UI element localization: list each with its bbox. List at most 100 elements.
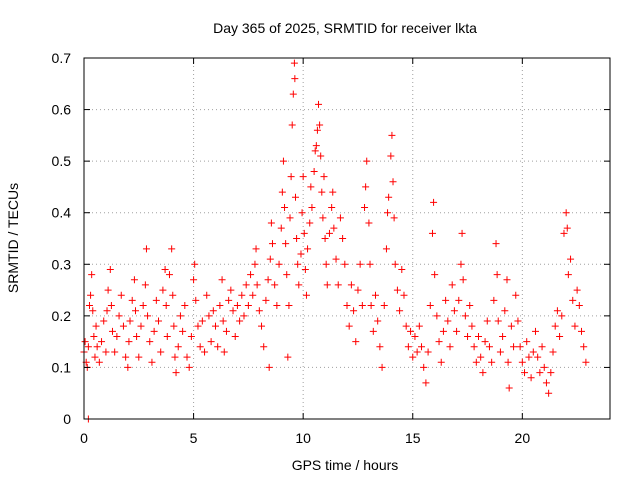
data-point — [567, 255, 575, 263]
data-point — [144, 312, 152, 320]
data-point — [91, 353, 99, 361]
data-point — [439, 327, 447, 335]
data-point — [510, 343, 518, 351]
data-point — [284, 353, 292, 361]
x-tick-label: 0 — [80, 430, 88, 446]
y-axis-label: SRMTID / TECUs — [5, 183, 21, 293]
data-point — [411, 332, 419, 340]
data-point — [435, 338, 443, 346]
data-point — [415, 322, 423, 330]
data-point — [313, 126, 321, 134]
data-point — [518, 358, 526, 366]
data-point — [483, 317, 491, 325]
data-point — [124, 363, 132, 371]
data-point — [457, 260, 465, 268]
y-tick-label: 0.6 — [52, 102, 72, 118]
data-point — [304, 245, 312, 253]
data-point — [264, 276, 272, 284]
data-point — [209, 307, 217, 315]
data-point — [176, 312, 184, 320]
data-point — [220, 348, 228, 356]
data-point — [222, 327, 230, 335]
data-point — [137, 322, 145, 330]
data-point — [312, 142, 320, 150]
data-point — [87, 291, 95, 299]
data-point — [549, 348, 557, 356]
data-point — [556, 332, 564, 340]
data-point — [126, 317, 134, 325]
data-point — [323, 281, 331, 289]
data-point — [291, 193, 299, 201]
data-point — [229, 307, 237, 315]
data-point — [563, 224, 571, 232]
data-point — [485, 343, 493, 351]
data-point — [285, 302, 293, 310]
data-point — [273, 302, 281, 310]
y-tick-label: 0.1 — [52, 359, 72, 375]
data-point — [219, 317, 227, 325]
data-point — [113, 332, 121, 340]
data-point — [291, 75, 299, 83]
data-point — [207, 338, 215, 346]
data-point — [278, 188, 286, 196]
data-point — [252, 245, 260, 253]
data-point — [293, 235, 301, 242]
y-tick-label: 0.5 — [52, 153, 72, 169]
data-point — [181, 302, 189, 310]
data-point — [98, 338, 106, 346]
data-point — [409, 353, 417, 361]
data-point — [573, 286, 581, 294]
data-point — [306, 219, 314, 227]
data-point — [390, 214, 398, 222]
data-point — [422, 379, 430, 387]
data-point — [481, 338, 489, 346]
data-point — [330, 224, 338, 232]
data-point — [525, 353, 533, 361]
data-point — [363, 157, 371, 165]
data-point — [146, 338, 154, 346]
data-point — [262, 296, 270, 304]
data-point — [378, 363, 386, 371]
data-point — [315, 100, 323, 108]
data-point — [388, 131, 396, 139]
data-point — [468, 322, 476, 330]
data-point — [117, 291, 125, 299]
data-point — [418, 343, 426, 351]
data-point — [106, 265, 114, 273]
y-tick-label: 0.2 — [52, 308, 72, 324]
data-point — [95, 358, 103, 366]
data-point — [413, 348, 421, 356]
y-tick-label: 0.4 — [52, 205, 72, 221]
data-point — [115, 312, 123, 320]
data-point — [328, 204, 336, 212]
data-point — [332, 255, 340, 263]
data-point — [183, 353, 191, 361]
data-point — [400, 291, 408, 299]
data-point — [389, 178, 397, 186]
data-point — [108, 327, 116, 335]
y-tick-label: 0.3 — [52, 256, 72, 272]
data-point — [316, 121, 324, 129]
data-point — [90, 332, 98, 340]
data-point — [459, 276, 467, 284]
data-point — [472, 358, 480, 366]
data-point — [347, 281, 355, 289]
data-point — [187, 332, 195, 340]
data-point — [265, 363, 273, 371]
data-point — [163, 332, 171, 340]
data-point — [387, 152, 395, 160]
data-point — [350, 307, 358, 315]
data-point — [402, 322, 410, 330]
data-point — [267, 219, 275, 227]
data-point — [398, 265, 406, 273]
data-point — [345, 322, 353, 330]
data-point — [201, 348, 209, 356]
data-point — [242, 281, 250, 289]
data-point — [247, 271, 255, 279]
data-point — [161, 265, 169, 273]
data-point — [107, 302, 115, 310]
data-point — [185, 363, 193, 371]
data-point — [493, 271, 501, 279]
x-axis-label: GPS time / hours — [292, 457, 399, 473]
tick-labels: 0 0.1 0.2 0.3 0.4 0.5 0.6 0.7 0 5 10 15 20 — [52, 50, 531, 446]
